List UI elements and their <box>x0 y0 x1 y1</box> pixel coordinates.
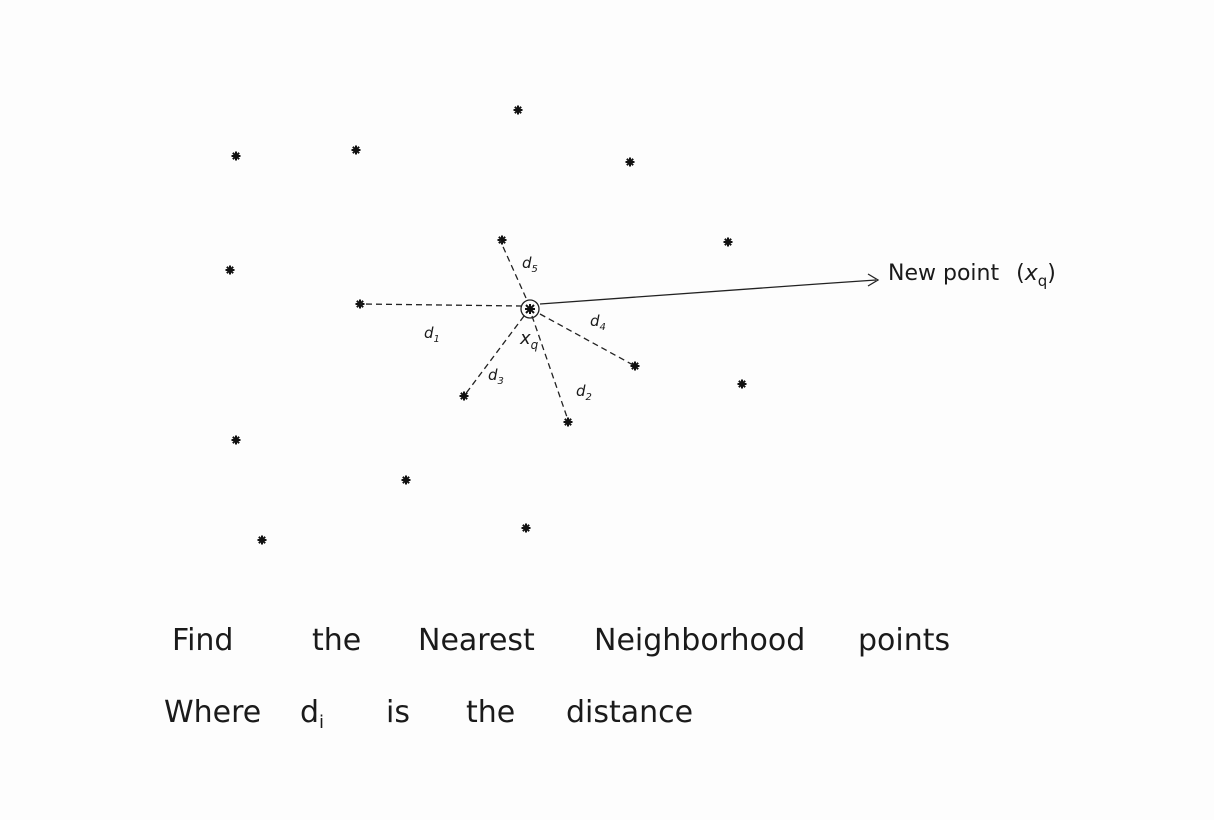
arrow-head-icon <box>867 273 880 287</box>
star-icon <box>497 235 507 245</box>
caption-word: Neighborhood <box>594 623 805 658</box>
caption: Find the Nearest Neighborhood points Whe… <box>164 623 950 733</box>
caption-word: distance <box>566 695 693 730</box>
distance-label-d4: d4 <box>590 312 606 333</box>
distance-label-d5: d5 <box>522 254 538 275</box>
star-icon <box>521 523 531 533</box>
distance-line-d5 <box>499 239 527 299</box>
distance-label-d2: d2 <box>576 382 592 403</box>
distance-line-d3 <box>463 315 525 397</box>
distance-line-d4 <box>539 313 636 367</box>
distance-line-d2 <box>531 315 569 421</box>
data-points <box>225 105 747 545</box>
star-icon <box>225 265 235 275</box>
caption-word: points <box>858 623 950 658</box>
distance-line-d1 <box>359 303 523 307</box>
arrow-line <box>539 279 877 305</box>
new-point-arrow <box>539 273 880 305</box>
caption-word: Where <box>164 695 261 730</box>
star-icon <box>459 391 469 401</box>
caption-symbol: di <box>300 695 324 733</box>
star-icon <box>231 151 241 161</box>
query-point <box>520 299 540 319</box>
distance-label-d1: d1 <box>424 324 440 345</box>
star-icon <box>737 379 747 389</box>
query-point-label: xq <box>519 328 539 352</box>
caption-word: Find <box>172 623 233 658</box>
new-point-label: New point (xq) <box>888 261 1056 290</box>
distance-lines <box>359 239 636 421</box>
star-icon <box>231 435 241 445</box>
query-point-star-icon <box>525 304 535 314</box>
star-icon <box>351 145 361 155</box>
star-icon <box>513 105 523 115</box>
star-icon <box>257 535 267 545</box>
query-point-circle <box>520 299 540 319</box>
star-icon <box>625 157 635 167</box>
caption-word: Nearest <box>418 623 535 658</box>
star-icon <box>630 361 640 371</box>
caption-word: the <box>312 623 361 658</box>
star-icon <box>401 475 411 485</box>
distance-label-d3: d3 <box>488 366 504 387</box>
caption-word: is <box>386 695 410 730</box>
star-icon <box>563 417 573 427</box>
caption-word: the <box>466 695 515 730</box>
star-icon <box>723 237 733 247</box>
